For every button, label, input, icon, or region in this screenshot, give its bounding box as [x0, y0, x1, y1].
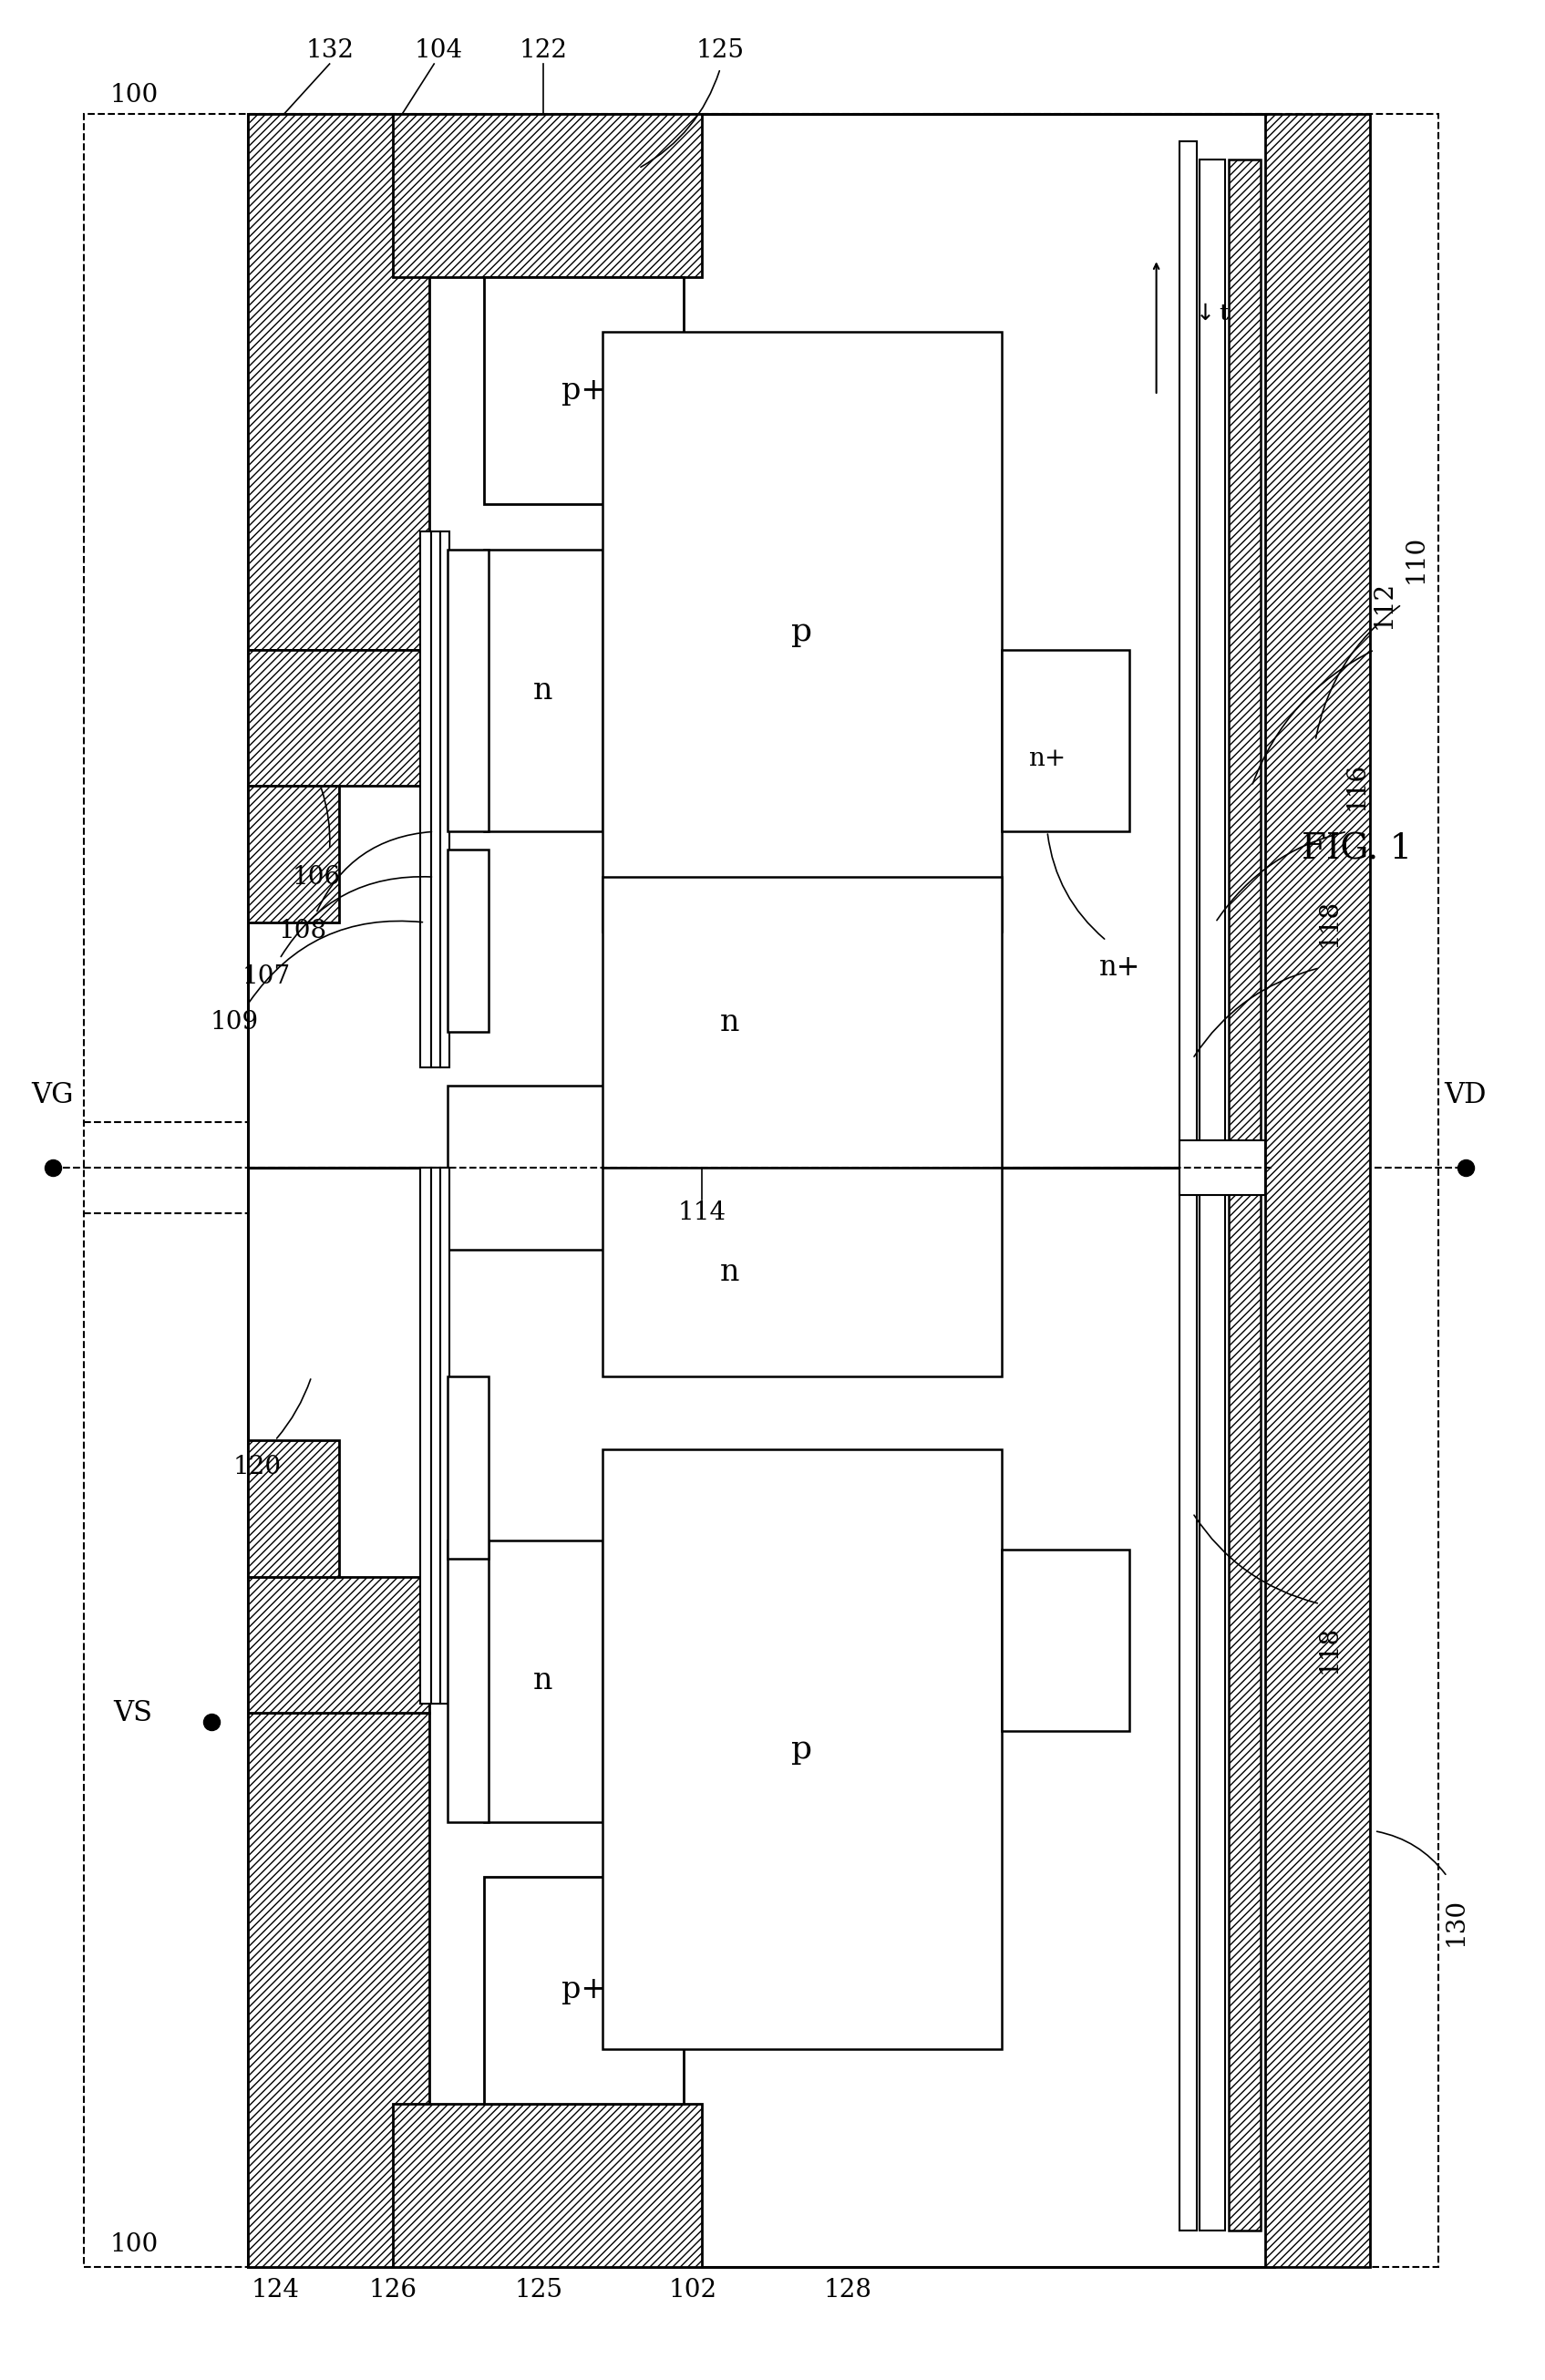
- Text: VS: VS: [113, 1699, 153, 1728]
- Bar: [440, 531, 450, 1069]
- Bar: [420, 531, 431, 1069]
- Text: 126: 126: [369, 2278, 417, 2301]
- Text: n: n: [720, 1007, 739, 1038]
- Bar: [247, 1440, 338, 1576]
- Text: $\downarrow$t: $\downarrow$t: [1191, 302, 1230, 324]
- Bar: [247, 650, 430, 785]
- Bar: [448, 1376, 488, 1559]
- Bar: [247, 785, 338, 923]
- Bar: [603, 1449, 1001, 2049]
- Bar: [420, 1169, 431, 1704]
- Text: 128: 128: [823, 2278, 871, 2301]
- Text: 120: 120: [233, 1454, 281, 1480]
- Bar: [440, 1169, 450, 1704]
- Bar: [247, 114, 430, 650]
- Text: 108: 108: [278, 919, 326, 945]
- Bar: [392, 114, 701, 278]
- Bar: [603, 1169, 1001, 1376]
- Text: 130: 130: [1445, 1897, 1468, 1947]
- Bar: [1200, 159, 1225, 2230]
- Bar: [484, 550, 603, 831]
- Text: 125: 125: [697, 38, 745, 62]
- Bar: [603, 876, 1001, 1169]
- Bar: [603, 331, 1001, 931]
- Bar: [247, 1576, 430, 1714]
- Bar: [448, 550, 488, 831]
- Text: 110: 110: [1403, 536, 1428, 583]
- Bar: [448, 1085, 774, 1250]
- Bar: [431, 1169, 440, 1704]
- Bar: [247, 114, 1275, 1169]
- Text: 124: 124: [250, 2278, 300, 2301]
- Text: 100: 100: [110, 83, 158, 107]
- Text: p+: p+: [561, 376, 607, 405]
- Bar: [392, 2104, 701, 2268]
- Bar: [448, 850, 488, 1031]
- Bar: [1001, 650, 1129, 831]
- Bar: [484, 1875, 684, 2104]
- Text: FIG. 1: FIG. 1: [1302, 833, 1412, 866]
- Text: 122: 122: [519, 38, 567, 62]
- Text: 125: 125: [514, 2278, 562, 2301]
- Bar: [1179, 140, 1197, 1169]
- Text: VG: VG: [31, 1081, 74, 1109]
- Text: 118: 118: [1316, 1626, 1341, 1673]
- Bar: [431, 531, 440, 1069]
- Text: 104: 104: [414, 38, 464, 62]
- Bar: [448, 1540, 488, 1821]
- Text: n: n: [533, 1666, 553, 1695]
- Text: 132: 132: [306, 38, 354, 62]
- Bar: [247, 1169, 1275, 2268]
- Text: 109: 109: [210, 1009, 258, 1035]
- Text: n: n: [720, 1257, 739, 1288]
- Text: 100: 100: [110, 2232, 158, 2256]
- Text: 107: 107: [241, 964, 290, 990]
- Text: 102: 102: [669, 2278, 717, 2301]
- Bar: [484, 1540, 603, 1821]
- Bar: [1179, 1140, 1265, 1195]
- Text: p: p: [791, 616, 813, 647]
- Text: n+: n+: [1029, 747, 1066, 771]
- Bar: [1001, 1549, 1129, 1730]
- Text: 112: 112: [1370, 581, 1395, 628]
- Text: p+: p+: [561, 1975, 607, 2004]
- Text: n+: n+: [1100, 954, 1140, 983]
- Text: 114: 114: [678, 1202, 726, 1226]
- Bar: [85, 114, 1438, 2268]
- Bar: [1179, 1169, 1197, 2230]
- Text: p: p: [791, 1733, 813, 1764]
- Bar: [1228, 159, 1261, 2230]
- Bar: [484, 278, 684, 505]
- Text: 116: 116: [1344, 762, 1369, 809]
- Text: n: n: [533, 676, 553, 704]
- Text: VD: VD: [1445, 1081, 1486, 1109]
- Bar: [1265, 114, 1370, 2268]
- Bar: [247, 1714, 430, 2268]
- Text: 106: 106: [292, 864, 340, 890]
- Text: 118: 118: [1316, 897, 1341, 947]
